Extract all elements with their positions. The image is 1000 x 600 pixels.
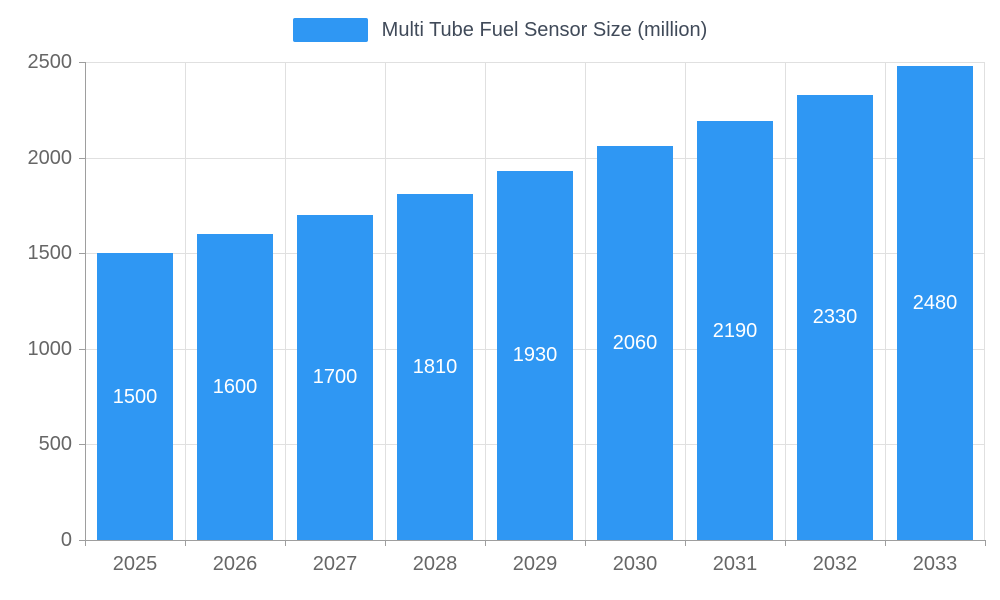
bar: [397, 193, 473, 540]
x-axis-tick-label: 2030: [612, 553, 658, 575]
x-axis-tick: [385, 540, 386, 546]
bar-value-label: 2480: [912, 291, 958, 314]
bar-value-label: 2330: [812, 306, 858, 329]
bar-value-label: 2060: [612, 332, 658, 355]
y-axis-tick-label: 1000: [27, 337, 73, 360]
gridline-vertical: [685, 62, 686, 540]
x-axis-tick: [585, 540, 586, 546]
bar-value-label: 1500: [112, 385, 158, 408]
y-axis-tick: [79, 540, 85, 541]
gridline-vertical: [185, 62, 186, 540]
legend-swatch[interactable]: [292, 18, 368, 42]
x-axis-tick: [885, 540, 886, 546]
gridline-vertical: [485, 62, 486, 540]
bar: [797, 94, 873, 540]
bar: [197, 234, 273, 540]
x-axis-tick-label: 2027: [312, 553, 358, 575]
gridline-horizontal: [85, 157, 985, 159]
gridline-vertical: [885, 62, 886, 540]
gridline-vertical: [984, 62, 985, 540]
bar: [697, 121, 773, 540]
y-axis-tick-label: 0: [60, 529, 72, 551]
bar-value-label: 1810: [412, 355, 458, 378]
gridline-vertical: [285, 62, 286, 540]
x-axis-tick: [785, 540, 786, 546]
x-axis-tick-label: 2026: [212, 553, 258, 575]
legend-label[interactable]: Multi Tube Fuel Sensor Size (million): [381, 18, 708, 41]
gridline-vertical: [385, 62, 386, 540]
x-axis-tick: [285, 540, 286, 546]
legend: Multi Tube Fuel Sensor Size (million): [0, 18, 1000, 42]
bar-value-label: 1930: [512, 344, 558, 367]
y-axis-tick-label: 2500: [27, 51, 73, 73]
x-axis-tick-label: 2025: [112, 553, 158, 575]
x-axis-tick: [85, 540, 86, 546]
bar: [597, 146, 673, 540]
x-axis-tick-label: 2029: [512, 553, 558, 575]
y-axis-tick: [79, 444, 85, 446]
x-axis-tick-label: 2033: [912, 553, 958, 575]
y-axis-tick-label: 1500: [27, 242, 73, 265]
gridline-vertical: [785, 62, 786, 540]
x-axis-tick: [185, 540, 186, 546]
y-axis-tick-label: 2000: [27, 146, 73, 169]
bar-value-label: 1600: [212, 376, 258, 399]
y-axis-tick-label: 500: [38, 433, 72, 456]
y-axis-tick: [79, 62, 85, 63]
x-axis-line: [85, 540, 986, 541]
gridline-horizontal: [85, 62, 985, 63]
bar: [497, 170, 573, 540]
y-axis-tick: [79, 348, 85, 350]
x-axis-tick: [985, 540, 986, 546]
bar: [897, 65, 973, 540]
y-axis-line: [85, 62, 86, 540]
bar: [97, 253, 173, 540]
x-axis-tick-label: 2028: [412, 553, 458, 575]
x-axis-tick-label: 2031: [712, 553, 758, 575]
y-axis-tick: [79, 157, 85, 159]
x-axis-tick: [485, 540, 486, 546]
bar-value-label: 2190: [712, 319, 758, 342]
gridline-vertical: [585, 62, 586, 540]
x-axis-tick: [685, 540, 686, 546]
bar-value-label: 1700: [312, 366, 358, 389]
x-axis-tick-label: 2032: [812, 553, 858, 575]
plot-area: 1500 1600 1700 1810 1930 2060 2190 2330 2480: [85, 62, 985, 541]
bar: [297, 214, 373, 540]
y-axis-tick: [79, 253, 85, 255]
